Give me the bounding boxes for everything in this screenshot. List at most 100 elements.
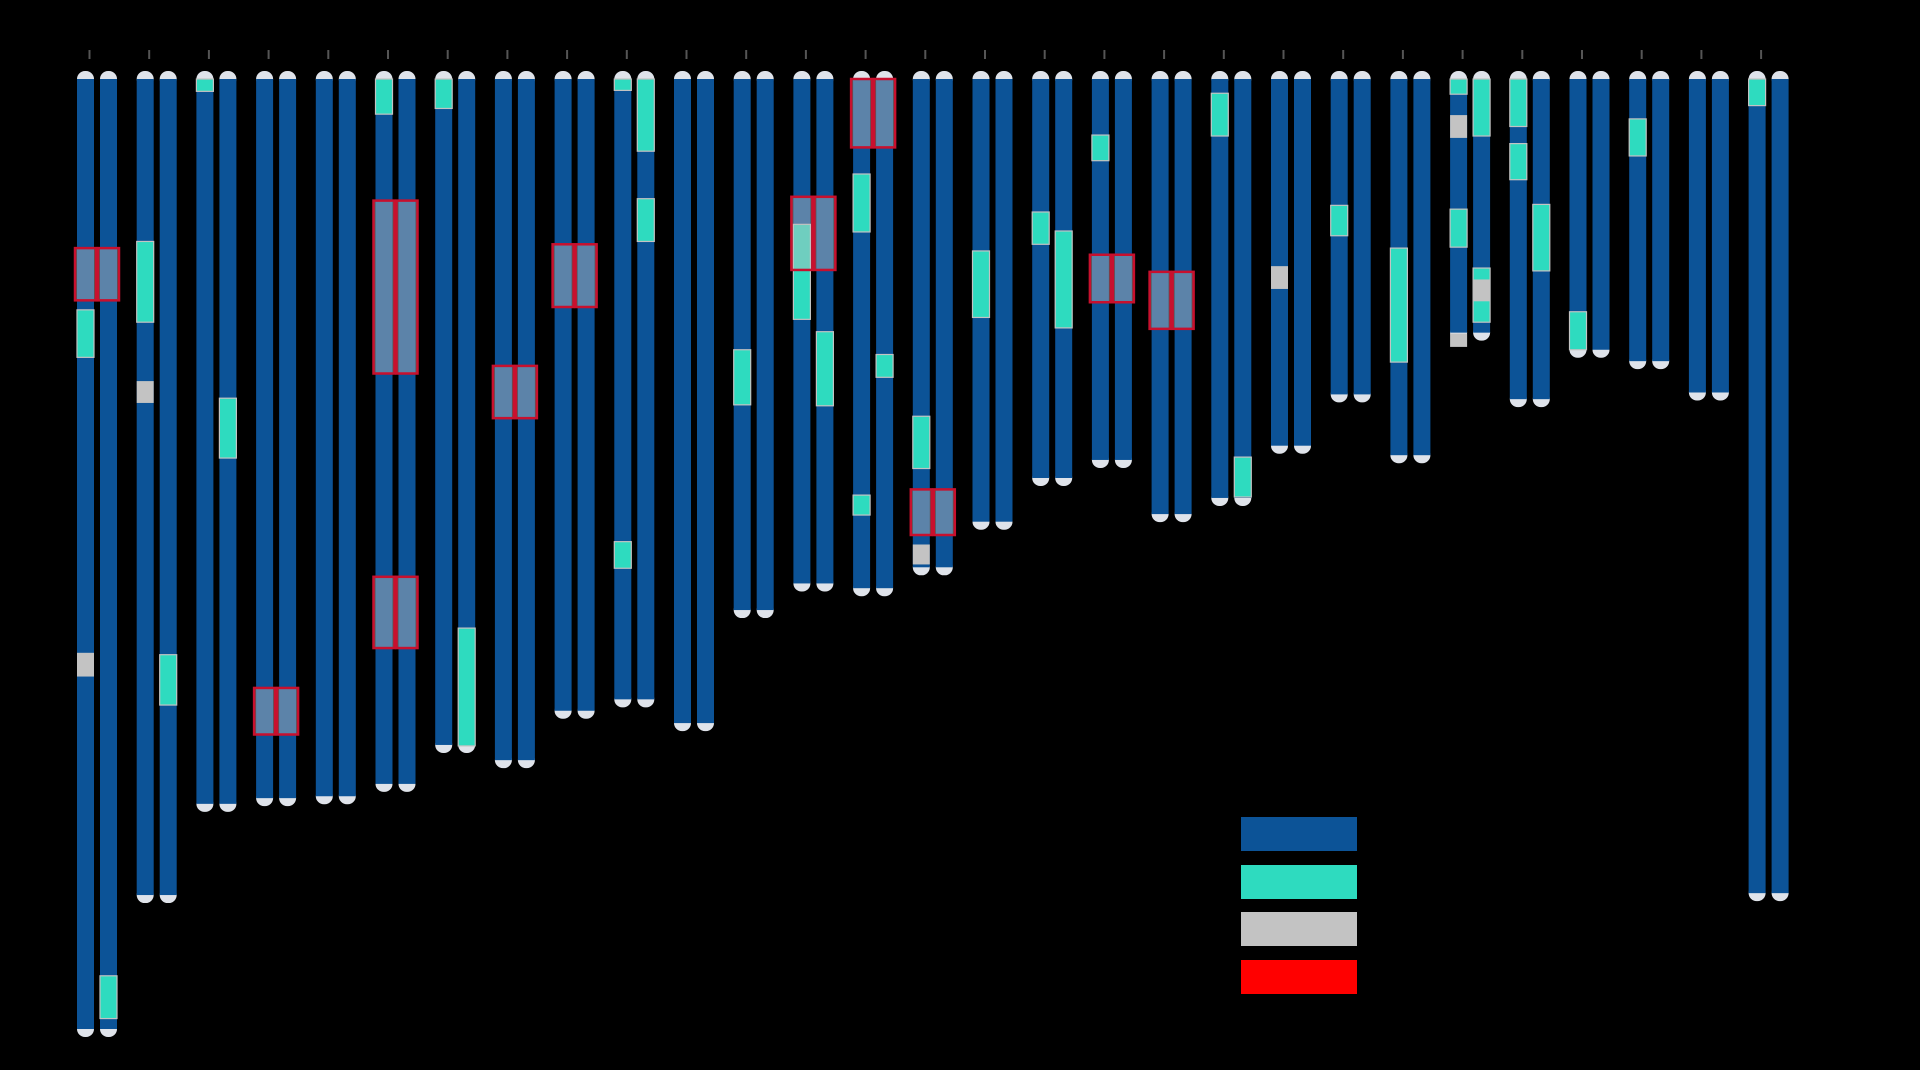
chromosome-bar bbox=[1114, 79, 1132, 460]
chromosome-bar bbox=[159, 79, 177, 896]
highlight-band bbox=[912, 415, 931, 470]
chromosome-bar bbox=[876, 79, 894, 589]
highlight-band bbox=[733, 349, 752, 406]
highlight-band bbox=[159, 654, 178, 706]
highlight-band bbox=[1233, 456, 1252, 498]
highlight-band bbox=[195, 78, 214, 92]
chromosome-bar bbox=[196, 79, 214, 804]
chromosome-bar bbox=[1294, 79, 1311, 446]
highlight-band bbox=[434, 78, 453, 110]
chromosome-bar bbox=[756, 79, 774, 611]
chromosome-bar bbox=[494, 79, 512, 761]
highlight-band bbox=[136, 240, 155, 323]
region-box bbox=[96, 246, 121, 302]
chromosome-bar bbox=[793, 79, 811, 584]
highlight-band bbox=[1210, 92, 1229, 137]
legend-item-chromosome bbox=[1241, 817, 1357, 851]
highlight-band bbox=[1628, 118, 1647, 157]
legend-item-region bbox=[1241, 959, 1357, 994]
highlight-band bbox=[76, 309, 95, 358]
highlight-band bbox=[1449, 208, 1468, 248]
highlight-band bbox=[636, 198, 655, 243]
highlight-band bbox=[218, 397, 237, 459]
gap-band bbox=[912, 544, 930, 565]
region-box bbox=[1111, 253, 1136, 304]
chromosome-bar bbox=[398, 79, 416, 784]
region-box bbox=[372, 575, 396, 650]
highlight-band bbox=[971, 250, 991, 319]
chromosome-bar bbox=[733, 79, 751, 611]
chromosome-bar bbox=[995, 79, 1013, 522]
chromosome-bar bbox=[935, 79, 953, 568]
region-box bbox=[395, 575, 419, 650]
chromosome-bar bbox=[1569, 79, 1587, 350]
legend bbox=[1241, 817, 1357, 1007]
chromosome-bar bbox=[1234, 79, 1252, 498]
region-box bbox=[909, 488, 934, 537]
region-box bbox=[491, 364, 516, 420]
chromosome-bar bbox=[458, 79, 476, 745]
chromosome-bar bbox=[614, 79, 632, 700]
highlight-band bbox=[1568, 311, 1588, 351]
chromosome-bar bbox=[1652, 79, 1670, 362]
region-box bbox=[813, 195, 837, 272]
chromosome-bar bbox=[1711, 79, 1729, 393]
chromosome-bar bbox=[1592, 79, 1610, 350]
chromosome-bar bbox=[674, 79, 691, 724]
legend-item-gap bbox=[1241, 912, 1357, 946]
legend-swatch-gap bbox=[1241, 912, 1357, 946]
region-box bbox=[73, 246, 98, 302]
chromosome-bar bbox=[315, 79, 333, 797]
chromosome-bar bbox=[100, 79, 117, 1029]
highlight-band bbox=[1091, 134, 1110, 162]
region-box bbox=[932, 488, 957, 537]
region-box bbox=[372, 199, 396, 375]
region-box bbox=[849, 77, 874, 149]
gap-band bbox=[1450, 333, 1468, 347]
chromosome-bar bbox=[1688, 79, 1706, 393]
region-box bbox=[252, 686, 277, 736]
region-box bbox=[574, 243, 598, 309]
region-box bbox=[1088, 253, 1113, 304]
gap-band bbox=[1473, 279, 1491, 302]
highlight-band bbox=[1509, 78, 1528, 128]
chromosome-bar bbox=[1211, 79, 1229, 498]
chromosome-bar bbox=[136, 79, 154, 896]
chromosome-bar bbox=[637, 79, 655, 700]
chromosome-bar bbox=[554, 79, 572, 711]
chromosome-bar bbox=[1353, 79, 1371, 395]
highlight-band bbox=[99, 975, 118, 1020]
chromosome-bar bbox=[1032, 79, 1050, 478]
highlight-band bbox=[457, 627, 476, 747]
chromosome-bar bbox=[517, 79, 535, 761]
highlight-band bbox=[1747, 78, 1767, 107]
chromosome-bar bbox=[1413, 79, 1431, 456]
highlight-band bbox=[1389, 247, 1409, 363]
chromosome-bar bbox=[435, 79, 453, 745]
chromosome-bar bbox=[338, 79, 356, 797]
chromosome-bar bbox=[77, 79, 94, 1029]
region-box bbox=[872, 77, 897, 149]
highlight-band bbox=[374, 78, 394, 115]
highlight-band bbox=[1472, 78, 1491, 137]
region-box bbox=[395, 199, 419, 375]
highlight-band bbox=[1330, 204, 1349, 237]
gap-band bbox=[77, 652, 94, 677]
highlight-band bbox=[792, 223, 812, 320]
chromosome-bar bbox=[577, 79, 595, 711]
highlight-band bbox=[1449, 78, 1468, 95]
highlight-band bbox=[636, 78, 655, 152]
gap-band bbox=[1450, 115, 1468, 138]
chromosome-bar bbox=[1330, 79, 1348, 395]
legend-swatch-chromosome bbox=[1241, 817, 1357, 851]
chromosome-bar bbox=[256, 79, 274, 799]
highlight-band bbox=[875, 353, 894, 378]
legend-swatch-highlight bbox=[1241, 864, 1357, 899]
chromosome-bar bbox=[1091, 79, 1109, 460]
highlight-band bbox=[613, 78, 632, 91]
gap-band bbox=[136, 381, 154, 403]
chromosome-bar bbox=[1771, 79, 1789, 894]
region-box bbox=[1148, 270, 1172, 331]
chromosome-bar bbox=[1748, 79, 1766, 894]
